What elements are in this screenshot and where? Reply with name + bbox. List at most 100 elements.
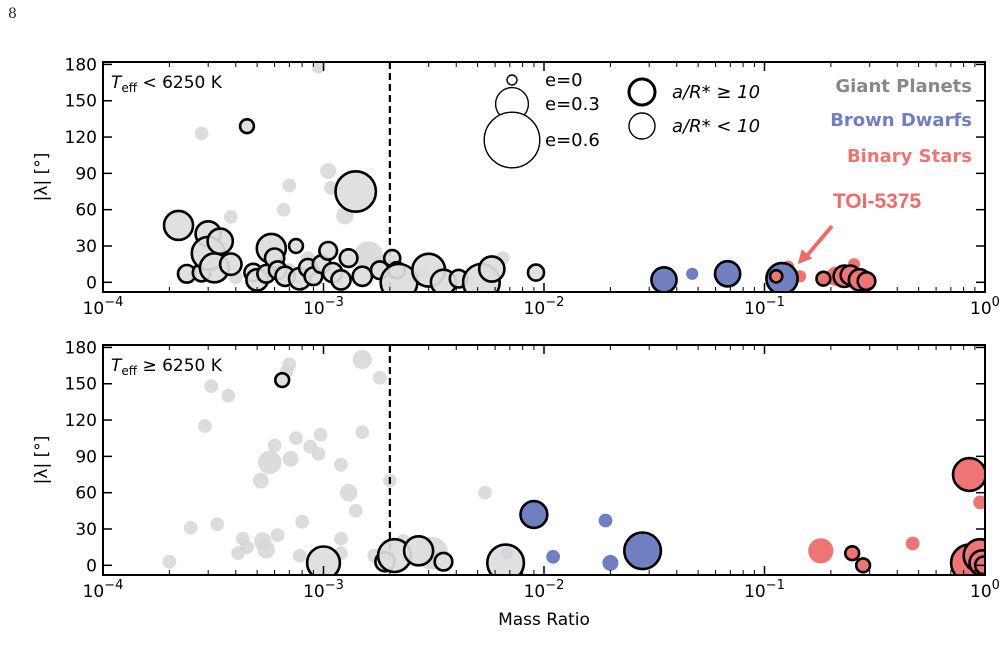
data-point-18 <box>973 495 985 510</box>
data-point-36 <box>267 438 282 453</box>
data-point-41 <box>768 268 784 284</box>
data-point-58 <box>320 162 337 179</box>
panel-label: Teff ≥ 6250 K <box>111 356 223 378</box>
ticks <box>102 345 986 575</box>
data-point-6 <box>206 227 235 256</box>
data-point-12 <box>622 531 663 571</box>
data-point-54 <box>276 202 291 217</box>
data-point-57 <box>311 62 326 74</box>
data-point-48 <box>334 531 348 546</box>
y-tick-label: 120 <box>65 411 97 431</box>
data-point-8 <box>238 117 256 135</box>
data-point-9 <box>546 549 560 564</box>
data-point-35 <box>257 450 282 475</box>
data-point-15 <box>854 557 872 574</box>
data-point-10 <box>598 513 613 528</box>
data-point-50 <box>348 503 363 518</box>
data-point-16 <box>905 536 920 551</box>
data-point-32 <box>252 472 269 489</box>
panel-label: Teff < 6250 K <box>111 73 223 95</box>
data-point-35 <box>477 255 506 283</box>
y-tick-label: 90 <box>75 447 97 467</box>
data-point-25 <box>198 419 212 433</box>
annotation-arrow-shaft <box>804 224 834 259</box>
legend-size-label: e=0 <box>545 70 583 91</box>
y-tick-label: 180 <box>65 55 97 75</box>
data-point-34 <box>257 540 276 559</box>
x-tick-label: 10−1 <box>744 295 785 319</box>
data-point-25 <box>334 170 378 214</box>
data-point-26 <box>351 265 374 288</box>
data-point-26 <box>204 379 219 394</box>
x-tick-label: 10−4 <box>83 295 124 319</box>
data-point-24 <box>338 248 359 269</box>
y-tick-label: 0 <box>86 273 97 293</box>
data-point-51 <box>352 349 372 370</box>
x-tick-label: 10−3 <box>303 295 344 319</box>
data-point-41 <box>289 431 303 446</box>
y-tick-label: 0 <box>86 556 97 576</box>
x-tick-label: 10−2 <box>524 578 565 602</box>
y-tick-label: 60 <box>75 484 97 504</box>
page-number: 8 <box>8 6 17 22</box>
y-tick-label: 180 <box>65 338 97 358</box>
data-point-44 <box>815 270 832 287</box>
annotation-arrow-head <box>797 249 813 265</box>
legend-size-marker <box>483 111 541 169</box>
annotation: TOI-5375 <box>797 190 922 265</box>
y-axis-label: |λ| [°] <box>32 153 52 202</box>
data-point-21 <box>318 240 339 261</box>
panel-top: 0 30 60 90 120 150 180 10−4 10−3 10−2 10−1 100 |λ|… <box>32 55 1000 319</box>
data-point-36 <box>526 263 546 282</box>
data-point-38 <box>686 267 699 280</box>
data-point-23 <box>162 554 177 569</box>
plot-frame <box>102 344 986 576</box>
data-point-28 <box>221 388 236 403</box>
data-point-37 <box>650 266 678 292</box>
data-point-0 <box>274 371 291 389</box>
data-point-37 <box>270 528 285 542</box>
data-point-14 <box>843 544 861 562</box>
y-tick-label: 150 <box>65 375 97 395</box>
data-point-6 <box>486 543 526 575</box>
x-tick-label: 10−3 <box>303 578 344 602</box>
data-point-46 <box>313 427 328 442</box>
y-axis-label: |λ| [°] <box>32 436 52 485</box>
bold-points <box>274 371 985 575</box>
y-tick-label: 60 <box>75 201 97 221</box>
data-point-52 <box>355 425 370 440</box>
legend-size-marker <box>506 74 518 86</box>
y-tick-labels: 0 30 60 90 120 150 180 <box>65 55 97 293</box>
y-tick-label: 30 <box>75 520 97 540</box>
data-point-43 <box>295 514 309 529</box>
toi-5375-label: TOI-5375 <box>833 190 922 213</box>
data-point-50 <box>856 271 877 292</box>
x-tick-label: 10−2 <box>524 295 565 319</box>
data-point-16 <box>287 237 305 255</box>
data-point-47 <box>334 457 348 472</box>
legend-style-marker <box>628 112 656 140</box>
data-point-39 <box>282 357 297 372</box>
data-point-1 <box>305 545 342 575</box>
ticks <box>102 62 986 292</box>
data-point-40 <box>282 450 299 467</box>
data-point-0 <box>162 209 195 242</box>
data-point-11 <box>602 554 619 571</box>
data-point-55 <box>282 178 297 193</box>
data-point-45 <box>311 447 326 461</box>
legend-size-label: e=0.6 <box>545 130 600 151</box>
data-point-13 <box>808 538 834 564</box>
data-point-49 <box>339 483 358 502</box>
x-tick-label: 100 <box>970 295 1000 319</box>
data-point-17 <box>951 456 985 493</box>
x-tick-label: 10−1 <box>744 578 785 602</box>
legend-style-label: a/R* ≥ 10 <box>672 82 760 103</box>
x-tick-labels: 10−4 10−3 10−2 10−1 100 <box>83 578 1000 602</box>
data-point-23 <box>330 268 352 291</box>
data-point-39 <box>713 259 742 288</box>
data-point-51 <box>194 126 209 141</box>
legend-style-label: a/R* < 10 <box>672 116 760 137</box>
y-tick-labels: 0 30 60 90 120 150 180 <box>65 338 97 576</box>
data-point-52 <box>223 210 238 224</box>
